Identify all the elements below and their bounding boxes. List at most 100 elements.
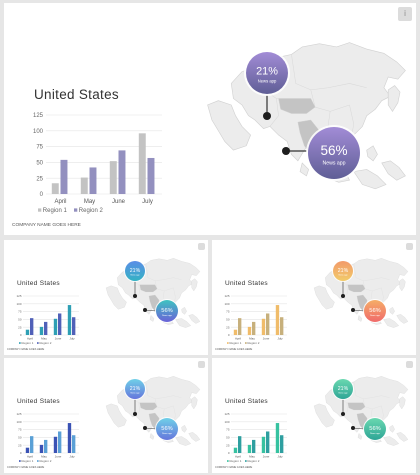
map-border: [145, 381, 182, 399]
bubble-1: [333, 261, 353, 281]
bar-region-2: [118, 150, 126, 194]
map-landmass: [366, 145, 378, 162]
y-tick-label: 50: [226, 435, 230, 439]
bubble-1: [333, 379, 353, 399]
legend-label: Region 1: [43, 208, 68, 214]
x-tick-label: July: [277, 337, 283, 341]
map-landmass: [381, 160, 406, 181]
legend-swatch: [74, 208, 78, 212]
bar-region-2: [238, 436, 242, 453]
map-landmass: [353, 169, 387, 190]
bubble-2: [156, 300, 178, 322]
legend-label: Region 2: [79, 208, 104, 214]
bubble-2: [308, 127, 360, 179]
bar-region-1: [138, 133, 146, 194]
main-slide[interactable]: i United States 0 25 50 75 100 125 April May Jun…: [4, 3, 416, 235]
bubble-label: News app: [258, 78, 277, 83]
map-landmass: [105, 285, 127, 310]
y-tick-label: 100: [224, 302, 229, 306]
info-icon[interactable]: [406, 361, 413, 368]
x-tick-label: April: [27, 455, 33, 459]
x-tick-label: May: [41, 337, 47, 341]
slide-title: United States: [34, 87, 119, 102]
x-tick-label: July: [69, 337, 75, 341]
bar-region-2: [58, 313, 62, 335]
y-tick-label: 75: [18, 310, 22, 314]
bar-region-2: [147, 157, 155, 194]
y-tick-label: 0: [20, 333, 22, 337]
connector-dot: [143, 426, 147, 430]
bubble-2: [156, 418, 178, 440]
bar-region-1: [39, 444, 44, 453]
slide-title: United States: [225, 398, 268, 405]
map-border: [362, 398, 382, 410]
map-border: [154, 398, 174, 410]
legend-label: Region 1: [229, 341, 241, 345]
company-footer: COMPANY NAME GOES HERE: [7, 348, 45, 351]
bar-region-1: [247, 326, 252, 335]
bar-region-2: [266, 313, 270, 335]
legend-swatch: [245, 460, 247, 462]
bar-region-2: [44, 321, 48, 335]
map-landmass: [389, 425, 395, 433]
bar-region-1: [247, 444, 252, 453]
info-icon[interactable]: [406, 243, 413, 250]
bar-region-1: [80, 177, 88, 194]
map-landmass: [191, 396, 198, 410]
info-icon[interactable]: i: [398, 7, 412, 21]
y-tick-label: 75: [36, 145, 43, 151]
x-tick-label: June: [112, 199, 126, 205]
x-tick-label: April: [27, 337, 33, 341]
map-border: [154, 280, 174, 292]
info-icon[interactable]: [198, 243, 205, 250]
bubble-value: 56%: [320, 143, 347, 158]
connector-dot: [351, 308, 355, 312]
bar-region-1: [261, 436, 266, 453]
bar-region-2: [238, 318, 242, 335]
map-landmass: [399, 396, 406, 410]
bar-region-2: [30, 436, 34, 453]
slide-title: United States: [225, 280, 268, 287]
bubble-value: 21%: [130, 268, 141, 274]
map-landmass: [357, 315, 363, 322]
bar-region-1: [275, 423, 280, 453]
thumbnail-slide-2[interactable]: United States 0 25 50 75 100 125 April May June J…: [212, 240, 416, 355]
bar-region-2: [44, 439, 48, 453]
map-landmass: [149, 315, 155, 322]
y-tick-label: 125: [224, 294, 229, 298]
bar-region-1: [25, 447, 30, 453]
y-tick-label: 25: [226, 443, 230, 447]
thumbnail-slide-4[interactable]: United States 0 25 50 75 100 125 April May June J…: [212, 358, 416, 473]
legend-label: Region 2: [247, 459, 259, 463]
info-icon[interactable]: [198, 361, 205, 368]
thumbnail-slide-1[interactable]: United States 0 25 50 75 100 125 April May June J…: [4, 240, 208, 355]
bubble-1: [125, 379, 145, 399]
map-landmass: [299, 162, 310, 177]
bar-region-1: [53, 436, 58, 453]
slide-title: United States: [17, 398, 60, 405]
map-region-highlight: [347, 284, 366, 293]
y-tick-label: 75: [226, 428, 230, 432]
bar-chart: 0 25 50 75 100 125 April May June July Region 1 Reg…: [224, 294, 287, 345]
y-tick-label: 50: [226, 317, 230, 321]
legend-swatch: [38, 208, 42, 212]
thumbnail-slide-3[interactable]: United States 0 25 50 75 100 125 April May June J…: [4, 358, 208, 473]
bar-region-1: [67, 423, 72, 453]
y-tick-label: 100: [16, 302, 21, 306]
map-landmass: [181, 425, 187, 433]
bubble-2: [364, 300, 386, 322]
connector-dot: [341, 294, 345, 298]
map-border: [362, 280, 382, 292]
x-tick-label: May: [249, 455, 255, 459]
x-tick-label: June: [55, 455, 62, 459]
map-landmass: [389, 307, 395, 315]
y-tick-label: 100: [224, 420, 229, 424]
bar-region-1: [67, 305, 72, 335]
connector-dot: [143, 308, 147, 312]
y-tick-label: 25: [18, 443, 22, 447]
map-landmass: [396, 432, 409, 442]
map-region-highlight: [347, 402, 366, 411]
bubble-value: 21%: [130, 386, 141, 392]
